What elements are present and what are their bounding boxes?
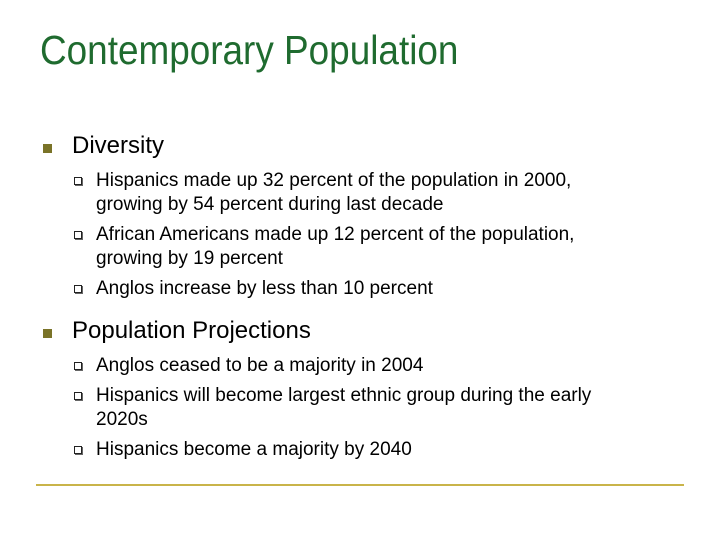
sub-bullet-list: Anglos ceased to be a majority in 2004 H… [40, 354, 700, 462]
sub-bullet-text: Hispanics will become largest ethnic gro… [96, 385, 592, 430]
sub-bullet-text: Hispanics made up 32 percent of the popu… [96, 170, 572, 215]
sub-bullet-item: Hispanics made up 32 percent of the popu… [40, 169, 700, 217]
hollow-square-bullet-icon [74, 446, 82, 454]
hollow-square-bullet-icon [74, 392, 82, 400]
hollow-square-bullet-icon [74, 177, 82, 185]
sub-bullet-list: Hispanics made up 32 percent of the popu… [40, 169, 700, 301]
sub-bullet-text: Hispanics become a majority by 2040 [96, 439, 412, 460]
sub-bullet-item: Anglos increase by less than 10 percent [40, 277, 700, 301]
square-bullet-icon [43, 144, 52, 153]
bullet-population-projections: Population Projections [40, 316, 700, 346]
slide-title: Contemporary Population [40, 27, 459, 73]
sub-bullet-item: African Americans made up 12 percent of … [40, 223, 700, 271]
sub-bullet-text: African Americans made up 12 percent of … [96, 224, 575, 269]
section-diversity: Diversity Hispanics made up 32 percent o… [40, 131, 700, 307]
bullet-diversity: Diversity [40, 131, 700, 161]
sub-bullet-text: Anglos increase by less than 10 percent [96, 278, 433, 299]
bullet-heading: Population Projections [72, 317, 311, 344]
section-population-projections: Population Projections Anglos ceased to … [40, 316, 700, 468]
footer-divider [36, 484, 684, 486]
hollow-square-bullet-icon [74, 231, 82, 239]
bullet-heading: Diversity [72, 132, 165, 159]
sub-bullet-item: Hispanics become a majority by 2040 [40, 438, 700, 462]
hollow-square-bullet-icon [74, 362, 82, 370]
sub-bullet-text: Anglos ceased to be a majority in 2004 [96, 355, 424, 376]
sub-bullet-item: Anglos ceased to be a majority in 2004 [40, 354, 700, 378]
hollow-square-bullet-icon [74, 285, 82, 293]
square-bullet-icon [43, 329, 52, 338]
sub-bullet-item: Hispanics will become largest ethnic gro… [40, 384, 700, 432]
